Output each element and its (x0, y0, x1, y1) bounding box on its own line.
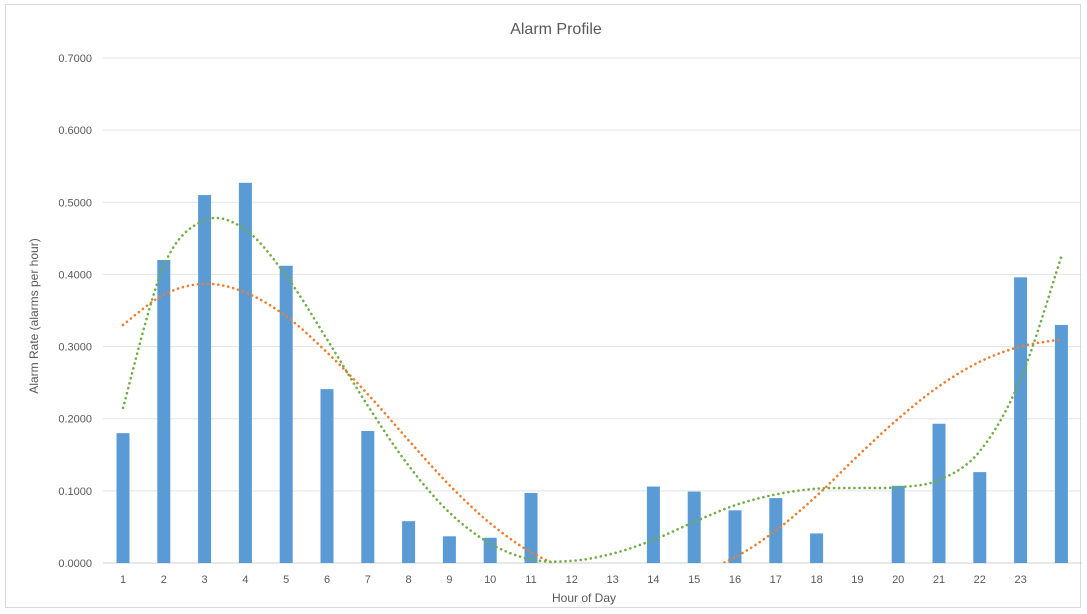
x-tick-label: 18 (810, 574, 822, 586)
bar (116, 433, 130, 563)
y-tick-label: 0.6000 (58, 125, 92, 137)
x-tick-label: 4 (242, 574, 248, 586)
y-axis-title: Alarm Rate (alarms per hour) (27, 238, 41, 393)
x-tick-label: 1 (120, 574, 126, 586)
bar (157, 260, 171, 563)
y-tick-label: 0.1000 (58, 486, 92, 498)
y-axis-ticks: 0.0000 0.1000 0.2000 0.3000 0.4000 0.5000 0.60… (58, 53, 92, 570)
trendline (121, 216, 1063, 563)
x-axis-ticks: 1 2 3 4 5 6 7 8 9 10 11 12 13 14 15 16 17 18 19 20 21 22 23 (120, 574, 1027, 586)
y-tick-label: 0.5000 (58, 197, 92, 209)
bar (973, 472, 987, 563)
bar (320, 389, 334, 563)
bar (1054, 324, 1068, 563)
bar (238, 182, 252, 564)
bar (361, 430, 375, 563)
x-tick-label: 21 (933, 574, 945, 586)
x-tick-label: 9 (446, 574, 452, 586)
x-tick-label: 23 (1014, 574, 1026, 586)
y-tick-label: 0.4000 (58, 269, 92, 281)
bar (198, 195, 212, 564)
bar (442, 536, 456, 563)
x-tick-label: 15 (688, 574, 700, 586)
bar (891, 485, 905, 563)
x-tick-label: 6 (324, 574, 330, 586)
x-tick-label: 16 (729, 574, 741, 586)
bar (728, 510, 742, 563)
y-tick-label: 0.0000 (58, 558, 92, 570)
bar (646, 486, 660, 563)
x-tick-label: 10 (484, 574, 496, 586)
y-tick-label: 0.2000 (58, 414, 92, 426)
x-tick-label: 13 (606, 574, 618, 586)
bar (932, 423, 946, 563)
trendlines (121, 216, 1063, 563)
x-tick-label: 11 (525, 574, 536, 586)
x-tick-label: 19 (851, 574, 863, 586)
x-tick-label: 8 (406, 574, 412, 586)
bar-series (116, 182, 1068, 564)
bar (524, 493, 538, 563)
bar (1014, 277, 1028, 563)
x-tick-label: 7 (365, 574, 371, 586)
x-axis-title: Hour of Day (552, 591, 616, 605)
x-tick-label: 22 (974, 574, 986, 586)
x-tick-label: 20 (892, 574, 904, 586)
bar (810, 533, 824, 563)
trendline (121, 282, 1063, 563)
x-tick-label: 5 (283, 574, 289, 586)
bar (279, 265, 293, 563)
x-tick-label: 12 (566, 574, 578, 586)
chart-title: Alarm Profile (510, 21, 602, 38)
y-tick-label: 0.7000 (58, 53, 92, 65)
gridlines (103, 57, 1082, 564)
x-tick-label: 17 (770, 574, 782, 586)
bar (402, 521, 416, 563)
x-tick-label: 14 (647, 574, 659, 586)
bar (483, 537, 497, 563)
y-tick-label: 0.3000 (58, 342, 92, 354)
x-tick-label: 3 (202, 574, 208, 586)
x-tick-label: 2 (161, 574, 167, 586)
bar (687, 491, 701, 563)
